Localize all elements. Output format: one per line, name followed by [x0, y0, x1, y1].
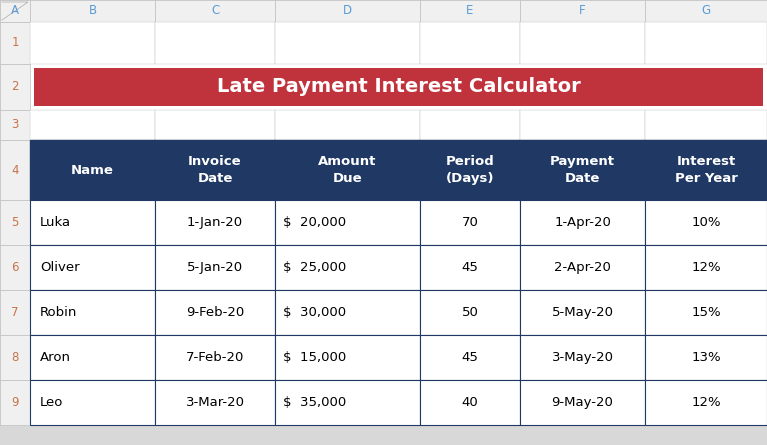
FancyBboxPatch shape: [34, 68, 763, 106]
FancyBboxPatch shape: [520, 22, 645, 64]
Text: Late Payment Interest Calculator: Late Payment Interest Calculator: [216, 77, 581, 97]
FancyBboxPatch shape: [275, 335, 420, 380]
FancyBboxPatch shape: [645, 335, 767, 380]
Text: F: F: [579, 4, 586, 17]
Text: 45: 45: [462, 351, 479, 364]
Text: E: E: [466, 4, 474, 17]
Text: 50: 50: [462, 306, 479, 319]
Text: 70: 70: [462, 216, 479, 229]
Text: $  35,000: $ 35,000: [283, 396, 346, 409]
FancyBboxPatch shape: [520, 0, 645, 22]
FancyBboxPatch shape: [155, 140, 275, 200]
Text: Robin: Robin: [40, 306, 77, 319]
FancyBboxPatch shape: [275, 200, 420, 245]
FancyBboxPatch shape: [420, 0, 520, 22]
FancyBboxPatch shape: [30, 290, 155, 335]
Text: 13%: 13%: [691, 351, 721, 364]
FancyBboxPatch shape: [0, 22, 30, 64]
FancyBboxPatch shape: [30, 245, 155, 290]
Text: 45: 45: [462, 261, 479, 274]
Text: 3-May-20: 3-May-20: [551, 351, 614, 364]
FancyBboxPatch shape: [520, 110, 645, 140]
Text: 1-Apr-20: 1-Apr-20: [554, 216, 611, 229]
FancyBboxPatch shape: [30, 0, 155, 22]
Text: 1-Jan-20: 1-Jan-20: [187, 216, 243, 229]
FancyBboxPatch shape: [645, 380, 767, 425]
Text: 5: 5: [12, 216, 18, 229]
Text: Payment
Date: Payment Date: [550, 155, 615, 185]
FancyBboxPatch shape: [275, 110, 420, 140]
Text: C: C: [211, 4, 219, 17]
FancyBboxPatch shape: [155, 0, 275, 22]
FancyBboxPatch shape: [0, 335, 30, 380]
Text: Aron: Aron: [40, 351, 71, 364]
Text: Leo: Leo: [40, 396, 64, 409]
FancyBboxPatch shape: [645, 290, 767, 335]
FancyBboxPatch shape: [0, 64, 30, 110]
Text: D: D: [343, 4, 352, 17]
Text: 9-Feb-20: 9-Feb-20: [186, 306, 244, 319]
FancyBboxPatch shape: [420, 290, 520, 335]
FancyBboxPatch shape: [30, 110, 155, 140]
FancyBboxPatch shape: [520, 290, 645, 335]
Text: 2: 2: [12, 81, 18, 93]
Text: Amount
Due: Amount Due: [318, 155, 377, 185]
Text: 40: 40: [462, 396, 479, 409]
FancyBboxPatch shape: [520, 200, 645, 245]
Text: $  20,000: $ 20,000: [283, 216, 346, 229]
FancyBboxPatch shape: [645, 110, 767, 140]
FancyBboxPatch shape: [420, 380, 520, 425]
FancyBboxPatch shape: [420, 335, 520, 380]
FancyBboxPatch shape: [0, 200, 30, 245]
Text: 7-Feb-20: 7-Feb-20: [186, 351, 244, 364]
FancyBboxPatch shape: [275, 22, 420, 64]
FancyBboxPatch shape: [30, 22, 767, 425]
Text: 8: 8: [12, 351, 18, 364]
Text: 9-May-20: 9-May-20: [551, 396, 614, 409]
FancyBboxPatch shape: [645, 140, 767, 200]
Text: 10%: 10%: [691, 216, 721, 229]
FancyBboxPatch shape: [645, 245, 767, 290]
FancyBboxPatch shape: [520, 380, 645, 425]
FancyBboxPatch shape: [520, 245, 645, 290]
Text: 5-Jan-20: 5-Jan-20: [187, 261, 243, 274]
FancyBboxPatch shape: [0, 0, 30, 22]
FancyBboxPatch shape: [30, 380, 155, 425]
Text: 3-Mar-20: 3-Mar-20: [186, 396, 245, 409]
Text: 12%: 12%: [691, 261, 721, 274]
FancyBboxPatch shape: [0, 140, 30, 200]
Text: 6: 6: [12, 261, 18, 274]
Text: 3: 3: [12, 118, 18, 132]
FancyBboxPatch shape: [30, 335, 155, 380]
Text: Period
(Days): Period (Days): [446, 155, 495, 185]
Text: Name: Name: [71, 163, 114, 177]
FancyBboxPatch shape: [275, 380, 420, 425]
FancyBboxPatch shape: [30, 22, 155, 64]
FancyBboxPatch shape: [420, 110, 520, 140]
Text: 5-May-20: 5-May-20: [551, 306, 614, 319]
FancyBboxPatch shape: [275, 140, 420, 200]
Text: 4: 4: [12, 163, 18, 177]
FancyBboxPatch shape: [275, 0, 420, 22]
FancyBboxPatch shape: [275, 245, 420, 290]
FancyBboxPatch shape: [30, 140, 155, 200]
Text: Luka: Luka: [40, 216, 71, 229]
Text: Invoice
Date: Invoice Date: [188, 155, 242, 185]
FancyBboxPatch shape: [0, 245, 30, 290]
FancyBboxPatch shape: [645, 0, 767, 22]
Text: $  15,000: $ 15,000: [283, 351, 346, 364]
Text: Oliver: Oliver: [40, 261, 80, 274]
Text: 9: 9: [12, 396, 18, 409]
FancyBboxPatch shape: [155, 245, 275, 290]
FancyBboxPatch shape: [0, 110, 30, 140]
FancyBboxPatch shape: [155, 22, 275, 64]
FancyBboxPatch shape: [155, 290, 275, 335]
FancyBboxPatch shape: [520, 335, 645, 380]
Text: Interest
Per Year: Interest Per Year: [674, 155, 737, 185]
Text: G: G: [702, 4, 710, 17]
FancyBboxPatch shape: [30, 200, 155, 245]
FancyBboxPatch shape: [420, 140, 520, 200]
Text: 2-Apr-20: 2-Apr-20: [554, 261, 611, 274]
FancyBboxPatch shape: [420, 245, 520, 290]
